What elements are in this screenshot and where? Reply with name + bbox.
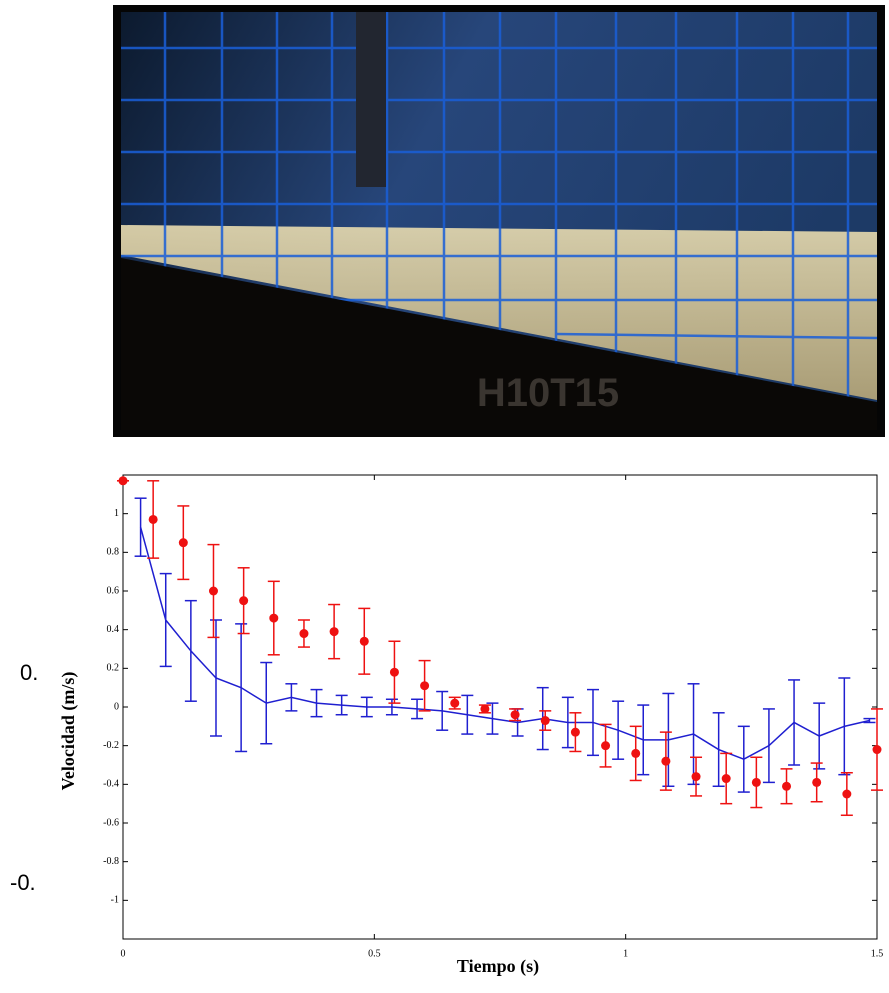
point [389,667,399,677]
error-bar [662,692,675,788]
error-bar [360,696,373,718]
watermark: H10T15 [477,371,619,415]
point [631,748,641,758]
y-tick-label: -0.4 [103,779,119,790]
error-bar [285,683,298,712]
plot-area [122,474,878,940]
error-bar [586,688,599,757]
error-bar [788,679,801,766]
point [721,774,731,784]
point [601,741,611,751]
point [510,710,520,720]
point [359,636,369,646]
point [450,698,460,708]
y-tick-label: -1 [111,895,119,906]
error-bar [184,599,197,702]
error-bar [838,677,851,776]
error-bar [335,694,348,716]
error-bar [159,572,172,668]
point [178,538,188,548]
error-bar [486,702,499,735]
error-bar [687,683,700,786]
x-tick-label: 0 [121,948,126,959]
x-axis-label: Tiempo (s) [457,956,539,977]
error-bar [436,690,449,731]
error-bar [235,623,248,753]
point [239,596,249,606]
y-tick-label: -0.8 [103,856,119,867]
point [299,629,309,639]
y-tick-label: 0.4 [107,624,120,635]
error-bar [712,712,725,788]
error-bar [813,702,826,770]
line [139,527,870,761]
point [570,727,580,737]
error-bar [310,688,323,718]
point [872,745,882,755]
y-tick-label: 0.6 [107,585,120,596]
stray-label: 0. [20,660,38,685]
error-bar [637,704,650,776]
error-bar [737,725,750,793]
error-bar [612,700,625,760]
y-tick-label: -0.2 [103,740,119,751]
x-tick-label: 1 [623,948,628,959]
x-tick-label: 0.5 [368,948,381,959]
x-tick-label: 1.5 [871,948,884,959]
error-bar [411,698,424,720]
point [420,681,430,691]
point [269,613,279,623]
error-bar [260,661,273,745]
error-bar [385,698,398,716]
error-bar [134,497,147,557]
point [208,586,218,596]
error-bar [461,694,474,735]
stray-label: -0. [10,870,36,895]
point [540,716,550,726]
error-bar [762,708,775,784]
error-bar [209,619,222,737]
y-tick-label: 1 [114,508,119,519]
y-axis-label: Velocidad (m/s) [58,672,79,791]
point [329,627,339,637]
point [751,777,761,787]
point [782,781,792,791]
y-tick-label: 0.2 [107,663,120,674]
error-bar [561,696,574,749]
y-tick-label: -0.6 [103,817,119,828]
point [148,514,158,524]
photo: H10T15 [113,5,885,437]
point [842,789,852,799]
point [661,756,671,766]
error-bar [863,717,876,724]
point [691,772,701,782]
point [480,704,490,714]
y-tick-label: 0 [114,701,119,712]
point [118,476,128,486]
point [812,777,822,787]
y-tick-label: 0.8 [107,547,120,558]
